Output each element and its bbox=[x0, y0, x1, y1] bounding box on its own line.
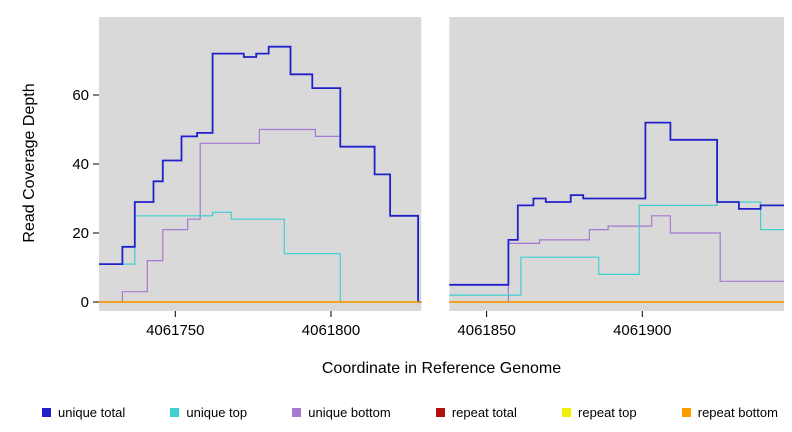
legend-swatch-repeat-total bbox=[435, 408, 445, 417]
legend-item-repeat-total: repeat total bbox=[435, 405, 517, 420]
y-axis-title: Read Coverage Depth bbox=[21, 83, 38, 243]
legend-swatch-unique-top bbox=[170, 408, 180, 417]
legend-item-unique-bottom: unique bottom bbox=[292, 405, 391, 420]
legend-item-repeat-top: repeat top bbox=[562, 405, 637, 420]
legend-swatch-repeat-top bbox=[562, 408, 572, 417]
legend: unique total unique top unique bottom repea… bbox=[42, 405, 778, 420]
legend-item-repeat-bottom: repeat bottom bbox=[681, 405, 778, 420]
y-tick-label: 60 bbox=[72, 87, 89, 104]
x-axis-title: Coordinate in Reference Genome bbox=[321, 360, 562, 377]
y-tick-label: 0 bbox=[81, 294, 89, 311]
legend-label-repeat-top: repeat top bbox=[578, 405, 637, 420]
y-tick-label: 40 bbox=[72, 156, 89, 173]
series-unique-total bbox=[449, 121, 784, 286]
legend-label-unique-total: unique total bbox=[58, 405, 126, 420]
legend-swatch-unique-total bbox=[42, 408, 51, 417]
series-unique-bottom bbox=[449, 215, 784, 303]
x-tick-label: 4061750 bbox=[146, 322, 204, 339]
x-tick-label: 4061800 bbox=[302, 322, 360, 339]
legend-item-unique-total: unique total bbox=[42, 405, 125, 420]
x-tick-label: 4061900 bbox=[613, 322, 671, 339]
series-unique-total bbox=[99, 45, 422, 303]
legend-label-unique-top: unique top bbox=[186, 405, 248, 420]
x-tick-label: 4061850 bbox=[457, 322, 515, 339]
coverage-gap bbox=[421, 17, 450, 311]
y-tick-label: 20 bbox=[72, 225, 89, 242]
legend-label-repeat-total: repeat total bbox=[451, 405, 517, 420]
legend-item-unique-top: unique top bbox=[170, 405, 247, 420]
legend-label-unique-bottom: unique bottom bbox=[308, 405, 391, 420]
legend-swatch-repeat-bottom bbox=[681, 408, 691, 417]
legend-swatch-unique-bottom bbox=[292, 408, 302, 417]
legend-label-repeat-bottom: repeat bottom bbox=[697, 405, 778, 420]
